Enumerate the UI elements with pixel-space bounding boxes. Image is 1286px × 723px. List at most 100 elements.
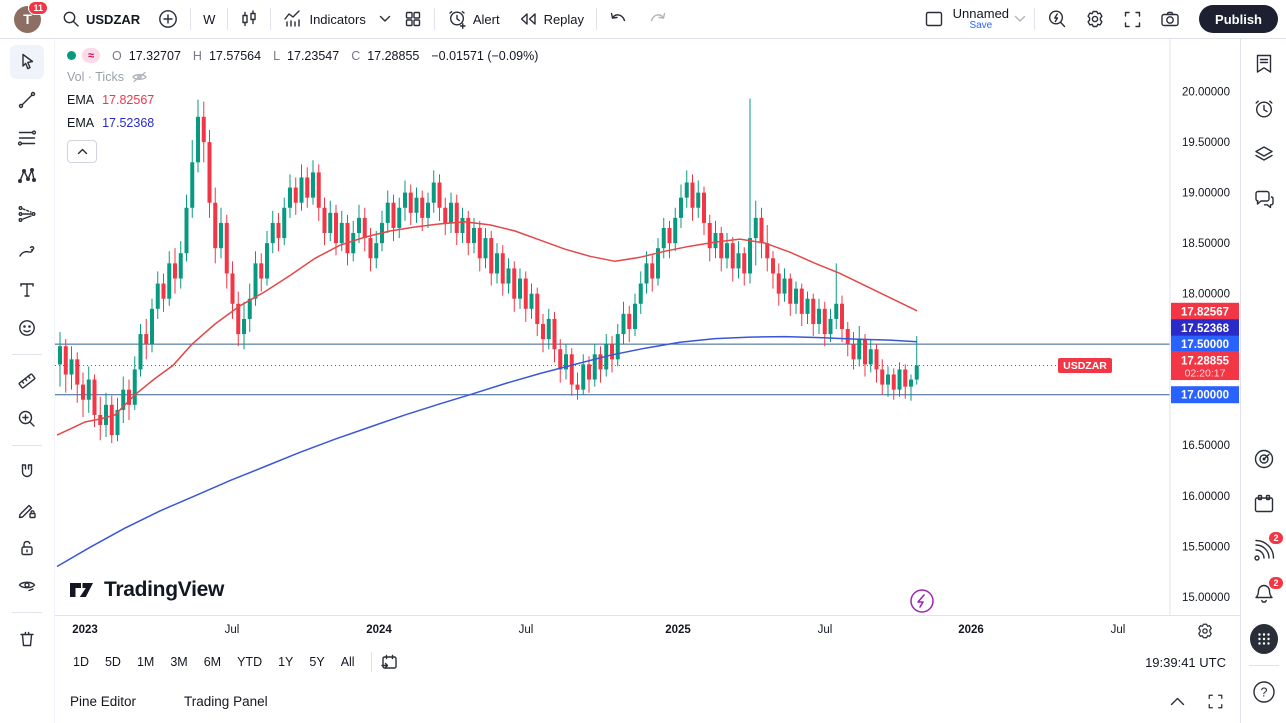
text-tool-button[interactable] <box>10 273 44 307</box>
svg-text:USDZAR: USDZAR <box>1063 360 1107 372</box>
hide-drawings-button[interactable] <box>10 569 44 603</box>
chart-pane[interactable]: 20.00000 19.50000 19.00000 18.50000 18.00000… <box>55 38 1240 615</box>
drawing-toolbar <box>0 38 55 723</box>
undo-button[interactable] <box>600 4 638 34</box>
fullscreen-button[interactable] <box>1114 4 1151 34</box>
fib-retracement-tool-button[interactable] <box>10 121 44 155</box>
watchlist-button[interactable] <box>1250 50 1278 78</box>
alert-button[interactable]: Alert <box>438 4 509 34</box>
drawing-mode-button[interactable] <box>10 493 44 527</box>
time-axis-label: Jul <box>224 624 240 636</box>
layout-dropdown-button[interactable] <box>1009 4 1031 34</box>
user-avatar[interactable]: T 11 <box>14 0 48 33</box>
calendar-button[interactable] <box>1250 490 1278 518</box>
chart-style-button[interactable] <box>231 4 267 34</box>
range-1y-button[interactable]: 1Y <box>278 655 294 669</box>
time-axis-label: 2025 <box>665 624 691 636</box>
svg-text:15.50000: 15.50000 <box>1182 541 1230 553</box>
fullscreen-icon <box>1124 11 1141 27</box>
alerts-panel-button[interactable] <box>1250 95 1278 123</box>
svg-text:17.00000: 17.00000 <box>1181 390 1229 402</box>
projection-icon <box>18 206 36 222</box>
collapse-legend-button[interactable] <box>67 140 97 163</box>
svg-text:02:20:17: 02:20:17 <box>1185 368 1226 380</box>
svg-text:17.52368: 17.52368 <box>1181 323 1230 335</box>
object-tree-button[interactable] <box>1250 140 1278 168</box>
layout-name-block[interactable]: Unnamed Save <box>953 7 1009 31</box>
svg-text:15.00000: 15.00000 <box>1182 592 1230 604</box>
ema2-value: 17.52368 <box>102 116 155 130</box>
top-toolbar: T 11 USDZAR W Indicators <box>0 0 1286 39</box>
close-label: C <box>351 48 361 63</box>
time-axis-label: Jul <box>518 624 534 636</box>
range-6m-button[interactable]: 6M <box>203 655 222 669</box>
indicators-dropdown-button[interactable] <box>375 4 395 34</box>
compare-add-symbol-button[interactable] <box>149 4 187 34</box>
time-axis-label: Jul <box>817 624 833 636</box>
layers-icon <box>1254 146 1273 161</box>
svg-text:18.00000: 18.00000 <box>1182 289 1230 301</box>
chart-settings-button[interactable] <box>1076 4 1114 34</box>
magnet-mode-button[interactable] <box>10 455 44 489</box>
go-to-date-icon[interactable] <box>380 653 399 671</box>
text-icon <box>20 283 34 297</box>
apps-grid-icon <box>1249 624 1278 654</box>
axis-settings-gear-icon[interactable] <box>1196 622 1214 640</box>
lock-drawings-button[interactable] <box>10 531 44 565</box>
interval-button[interactable]: W <box>194 4 224 34</box>
remove-drawings-button[interactable] <box>10 622 44 656</box>
tradingview-logo <box>70 583 93 597</box>
projection-tool-button[interactable] <box>10 197 44 231</box>
range-5y-button[interactable]: 5Y <box>309 655 325 669</box>
symbol-search-button[interactable]: USDZAR <box>53 4 149 34</box>
screenshot-button[interactable] <box>1151 4 1189 34</box>
tradingview-watermark[interactable]: TradingView <box>68 576 224 603</box>
notifications-button[interactable]: 2 <box>1250 576 1284 608</box>
pattern-tool-button[interactable] <box>10 159 44 193</box>
high-label: H <box>192 48 202 63</box>
pine-editor-tab[interactable]: Pine Editor <box>70 693 137 709</box>
quick-search-button[interactable] <box>1038 4 1076 34</box>
publish-button[interactable]: Publish <box>1199 5 1278 33</box>
maximize-panel-icon[interactable] <box>1207 693 1224 710</box>
measure-tool-button[interactable] <box>10 364 44 398</box>
range-ytd-button[interactable]: YTD <box>237 655 263 669</box>
eye-icon <box>18 581 36 592</box>
expand-panel-chevron-icon[interactable] <box>1170 697 1185 706</box>
layout-select-button[interactable] <box>915 4 953 34</box>
streams-button[interactable]: 2 <box>1250 531 1284 563</box>
toolbar-divider <box>433 8 435 30</box>
range-1d-button[interactable]: 1D <box>73 655 89 669</box>
range-1m-button[interactable]: 1M <box>136 655 155 669</box>
svg-text:?: ? <box>1260 686 1267 700</box>
candlestick-chart[interactable]: 20.00000 19.50000 19.00000 18.50000 18.00000… <box>55 38 1240 615</box>
volume-indicator-row[interactable]: Vol · Ticks <box>67 70 538 84</box>
chat-button[interactable] <box>1250 185 1278 213</box>
range-5d-button[interactable]: 5D <box>104 655 121 669</box>
save-label: Save <box>969 19 993 31</box>
range-all-button[interactable]: All <box>340 655 355 669</box>
cursor-tool-button[interactable] <box>10 45 44 79</box>
all-apps-button[interactable] <box>1249 624 1278 654</box>
help-button[interactable]: ? <box>1250 678 1278 706</box>
range-3m-button[interactable]: 3M <box>170 655 188 669</box>
redo-button[interactable] <box>638 4 676 34</box>
time-axis[interactable]: 2023 Jul 2024 Jul 2025 Jul 2026 Jul <box>55 615 1240 646</box>
toolbar-divider <box>270 8 272 30</box>
zoom-in-tool-button[interactable] <box>10 402 44 436</box>
ema1-row[interactable]: EMA 17.82567 <box>67 93 538 107</box>
trend-line-tool-button[interactable] <box>10 83 44 117</box>
eye-off-icon[interactable] <box>131 70 148 84</box>
emoji-tool-button[interactable] <box>10 311 44 345</box>
chart-legend: ≈ O 17.32707 H 17.57564 L 17.23547 C 17.2885… <box>67 48 538 163</box>
indicator-templates-button[interactable] <box>395 4 431 34</box>
ema1-label: EMA <box>67 93 95 107</box>
trading-panel-tab[interactable]: Trading Panel <box>184 693 268 709</box>
replay-button[interactable]: Replay <box>509 4 593 34</box>
ema2-row[interactable]: EMA 17.52368 <box>67 116 538 130</box>
hotlists-button[interactable] <box>1250 445 1278 473</box>
session-clock[interactable]: 19:39:41 UTC <box>1145 654 1226 670</box>
indicators-button[interactable]: Indicators <box>274 4 374 34</box>
brush-tool-button[interactable] <box>10 235 44 269</box>
minds-badge[interactable]: ≈ <box>82 48 101 63</box>
